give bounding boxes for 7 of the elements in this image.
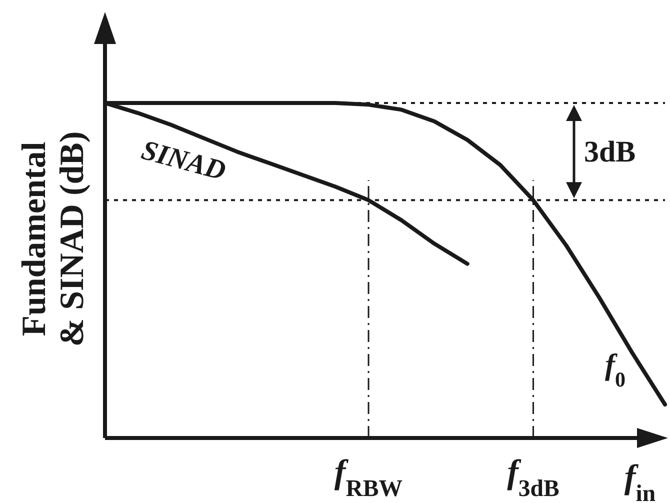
y-axis-title: Fundamental & SINAD (dB) (16, 131, 91, 347)
x-tick-label: f$_{RBW}$ (334, 454, 403, 502)
x-tick-label: f$_{3dB}$ (507, 454, 560, 502)
text: SINAD (138, 134, 229, 187)
annotation: 3dB (584, 136, 636, 169)
series-label: f$_{0}$ (605, 348, 626, 392)
x-axis-title: f$_{in}$ (624, 459, 656, 503)
